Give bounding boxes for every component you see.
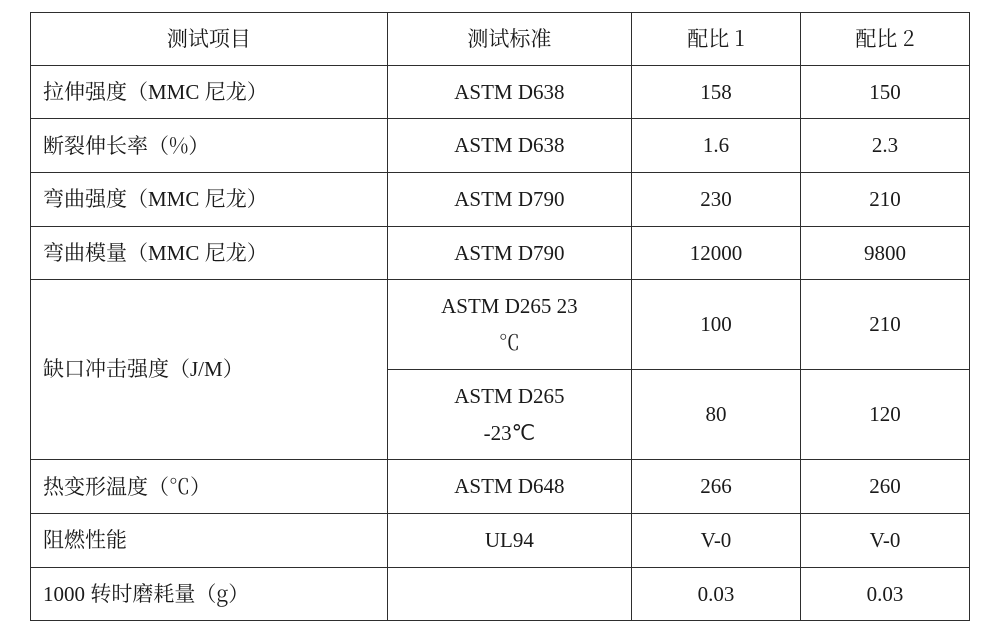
cell-item: 弯曲强度（MMC 尼龙）	[31, 173, 388, 227]
table-row: 1000 转时磨耗量（g） 0.03 0.03	[31, 567, 970, 621]
text: 拉伸强度（	[43, 76, 148, 106]
text: 210	[869, 187, 901, 211]
cell-value: 0.03	[800, 567, 969, 621]
text: ASTM D648	[454, 474, 564, 498]
cell-standard: ASTM D638	[387, 65, 631, 119]
cell-item: 弯曲模量（MMC 尼龙）	[31, 226, 388, 280]
text: UL94	[485, 528, 534, 552]
cell-value: 150	[800, 65, 969, 119]
text: 120	[869, 402, 901, 426]
text: 158	[700, 80, 732, 104]
text: ASTM D265 23	[441, 294, 578, 318]
text: 210	[869, 312, 901, 336]
col-header-item: 测试项目	[31, 13, 388, 66]
cell-standard: ASTM D790	[387, 226, 631, 280]
cell-item: 阻燃性能	[31, 513, 388, 567]
col-header-standard: 测试标准	[387, 13, 631, 66]
cell-value: 80	[631, 369, 800, 459]
text: -23℃	[484, 421, 536, 445]
table-row: 阻燃性能 UL94 V-0 V-0	[31, 513, 970, 567]
text: 100	[700, 312, 732, 336]
col-header-mix2: 配比 2	[800, 13, 969, 66]
text: 266	[700, 474, 732, 498]
table-row: 弯曲强度（MMC 尼龙） ASTM D790 230 210	[31, 173, 970, 227]
text: 转时磨耗量（g）	[85, 578, 249, 608]
text: 150	[869, 80, 901, 104]
text: 80	[705, 402, 726, 426]
cell-value: 266	[631, 460, 800, 514]
table-row: 弯曲模量（MMC 尼龙） ASTM D790 12000 9800	[31, 226, 970, 280]
text: ASTM D638	[454, 80, 564, 104]
cell-value: 210	[800, 173, 969, 227]
text: 1.6	[703, 133, 729, 157]
table-row: 缺口冲击强度（J/M） ASTM D265 23 ℃ 100 210	[31, 280, 970, 369]
text-latin: MMC	[148, 241, 199, 265]
text: 尼龙）	[199, 183, 267, 213]
text: 0.03	[867, 582, 904, 606]
text: 12000	[690, 241, 743, 265]
cell-value: 260	[800, 460, 969, 514]
text: ASTM D790	[454, 241, 564, 265]
cell-standard: UL94	[387, 513, 631, 567]
cell-value: V-0	[631, 513, 800, 567]
cell-standard: ASTM D265 -23℃	[387, 369, 631, 459]
cell-standard: ASTM D648	[387, 460, 631, 514]
text: ℃	[499, 327, 520, 357]
table-row: 拉伸强度（MMC 尼龙） ASTM D638 158 150	[31, 65, 970, 119]
cell-value: 120	[800, 369, 969, 459]
cell-value: 230	[631, 173, 800, 227]
table-row: 断裂伸长率（%） ASTM D638 1.6 2.3	[31, 119, 970, 173]
cell-value: 9800	[800, 226, 969, 280]
cell-standard: ASTM D265 23 ℃	[387, 280, 631, 369]
text: 弯曲强度（	[43, 183, 148, 213]
text: 缺口冲击强度（	[43, 353, 190, 383]
text: 尼龙）	[199, 237, 267, 267]
text: V-0	[701, 528, 732, 552]
cell-value: 100	[631, 280, 800, 369]
cell-value: 158	[631, 65, 800, 119]
text: 弯曲模量（	[43, 237, 148, 267]
cell-item: 缺口冲击强度（J/M）	[31, 280, 388, 460]
table-row: 热变形温度（℃） ASTM D648 266 260	[31, 460, 970, 514]
col-header-mix1: 配比 1	[631, 13, 800, 66]
text: 2.3	[872, 133, 898, 157]
cell-standard	[387, 567, 631, 621]
text: ）	[223, 353, 244, 383]
cell-item: 热变形温度（℃）	[31, 460, 388, 514]
cell-item: 1000 转时磨耗量（g）	[31, 567, 388, 621]
text-latin: MMC	[148, 187, 199, 211]
text: V-0	[870, 528, 901, 552]
cell-value: 0.03	[631, 567, 800, 621]
cell-standard: ASTM D638	[387, 119, 631, 173]
text-latin: J/M	[190, 357, 223, 381]
text-latin: MMC	[148, 80, 199, 104]
cell-item: 断裂伸长率（%）	[31, 119, 388, 173]
cell-value: V-0	[800, 513, 969, 567]
text: 230	[700, 187, 732, 211]
text: ASTM D790	[454, 187, 564, 211]
cell-value: 2.3	[800, 119, 969, 173]
text: 9800	[864, 241, 906, 265]
cell-value: 12000	[631, 226, 800, 280]
cell-value: 210	[800, 280, 969, 369]
text-latin: 1000	[43, 582, 85, 606]
text: ASTM D638	[454, 133, 564, 157]
table-header-row: 测试项目 测试标准 配比 1 配比 2	[31, 13, 970, 66]
cell-item: 拉伸强度（MMC 尼龙）	[31, 65, 388, 119]
cell-value: 1.6	[631, 119, 800, 173]
text: 0.03	[698, 582, 735, 606]
text: ASTM D265	[454, 384, 564, 408]
text: 260	[869, 474, 901, 498]
text: 尼龙）	[199, 76, 267, 106]
cell-standard: ASTM D790	[387, 173, 631, 227]
